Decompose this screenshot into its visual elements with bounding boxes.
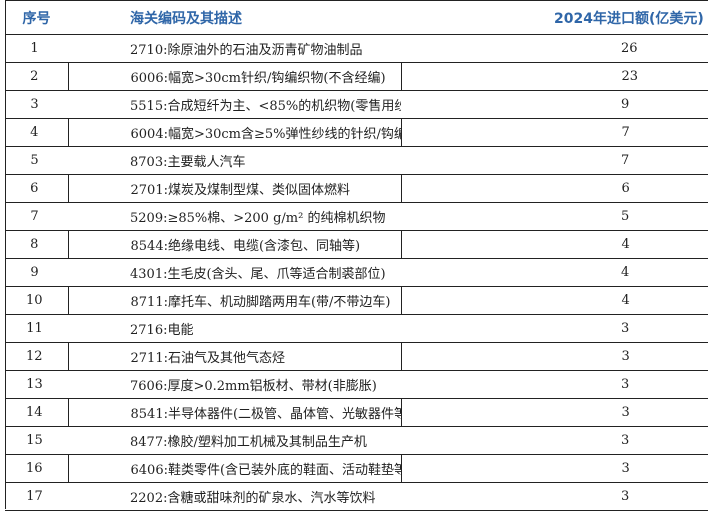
table-row: 7 5209:≥85%棉、>200 g/m² 的纯棉机织物 5 bbox=[5, 202, 708, 231]
row-serial-number: 2 bbox=[5, 62, 68, 91]
table-row: 15 8477:橡胶/塑料加工机械及其制品生产机 3 bbox=[5, 426, 708, 455]
row-serial-number: 6 bbox=[5, 174, 68, 203]
table-row: 10 8711:摩托车、机动脚踏两用车(带/不带边车) 4 bbox=[5, 286, 708, 315]
row-serial-number: 15 bbox=[5, 426, 68, 455]
row-import-value: 4 bbox=[401, 258, 708, 287]
table-row: 9 4301:生毛皮(含头、尾、爪等适合制裘部位) 4 bbox=[5, 258, 708, 287]
row-serial-number: 7 bbox=[5, 202, 68, 231]
row-serial-number: 16 bbox=[5, 454, 68, 483]
header-serial-number: 序号 bbox=[5, 0, 68, 35]
row-import-value: 3 bbox=[401, 426, 708, 455]
table-row: 5 8703:主要载人汽车 7 bbox=[5, 146, 708, 175]
row-import-value: 9 bbox=[401, 90, 708, 119]
header-hs-code-description: 海关编码及其描述 bbox=[68, 0, 401, 35]
header-import-value: 2024年进口额(亿美元) bbox=[401, 0, 708, 35]
row-description: 7606:厚度>0.2mm铝板材、带材(非膨胀) bbox=[68, 370, 401, 399]
row-import-value: 5 bbox=[401, 202, 708, 231]
row-description: 5209:≥85%棉、>200 g/m² 的纯棉机织物 bbox=[68, 202, 401, 231]
table-row: 17 2202:含糖或甜味剂的矿泉水、汽水等饮料 3 bbox=[5, 482, 708, 511]
row-import-value: 3 bbox=[401, 370, 708, 399]
table-row: 16 6406:鞋类零件(含已装外底的鞋面、活动鞋垫等) 3 bbox=[5, 454, 708, 483]
row-description: 8541:半导体器件(二极管、晶体管、光敏器件等) bbox=[67, 398, 402, 427]
row-serial-number: 8 bbox=[5, 230, 68, 259]
table-row: 12 2711:石油气及其他气态烃 3 bbox=[5, 342, 708, 371]
row-serial-number: 11 bbox=[5, 314, 68, 343]
table-row: 2 6006:幅宽>30cm针织/钩编织物(不含经编) 23 bbox=[5, 62, 708, 91]
row-serial-number: 3 bbox=[5, 90, 68, 119]
row-import-value: 4 bbox=[401, 286, 708, 315]
row-description: 6004:幅宽>30cm含≥5%弹性纱线的针织/钩编织物 bbox=[67, 118, 402, 147]
table-row: 14 8541:半导体器件(二极管、晶体管、光敏器件等) 3 bbox=[5, 398, 708, 427]
table-row: 6 2701:煤炭及煤制型煤、类似固体燃料 6 bbox=[5, 174, 708, 203]
row-import-value: 23 bbox=[401, 62, 708, 91]
row-description: 8544:绝缘电线、电缆(含漆包、同轴等) bbox=[67, 230, 402, 259]
row-serial-number: 1 bbox=[5, 34, 68, 63]
row-description: 6006:幅宽>30cm针织/钩编织物(不含经编) bbox=[67, 62, 402, 91]
table-row: 1 2710:除原油外的石油及沥青矿物油制品 26 bbox=[5, 34, 708, 63]
row-description: 2716:电能 bbox=[68, 314, 401, 343]
row-import-value: 3 bbox=[401, 342, 708, 371]
row-import-value: 6 bbox=[401, 174, 708, 203]
row-description: 4301:生毛皮(含头、尾、爪等适合制裘部位) bbox=[68, 258, 401, 287]
row-serial-number: 13 bbox=[5, 370, 68, 399]
table-header-row: 序号 海关编码及其描述 2024年进口额(亿美元) bbox=[5, 0, 708, 35]
row-serial-number: 5 bbox=[5, 146, 68, 175]
row-import-value: 7 bbox=[401, 146, 708, 175]
row-serial-number: 17 bbox=[5, 482, 68, 511]
row-serial-number: 4 bbox=[5, 118, 68, 147]
row-description: 2710:除原油外的石油及沥青矿物油制品 bbox=[68, 34, 401, 63]
row-import-value: 3 bbox=[401, 482, 708, 511]
import-table: 序号 海关编码及其描述 2024年进口额(亿美元) 1 2710:除原油外的石油及… bbox=[5, 0, 708, 511]
table-row: 11 2716:电能 3 bbox=[5, 314, 708, 343]
row-description: 2202:含糖或甜味剂的矿泉水、汽水等饮料 bbox=[68, 482, 401, 511]
row-import-value: 3 bbox=[401, 314, 708, 343]
row-serial-number: 9 bbox=[5, 258, 68, 287]
row-description: 2711:石油气及其他气态烃 bbox=[67, 342, 402, 371]
row-description: 2701:煤炭及煤制型煤、类似固体燃料 bbox=[67, 174, 402, 203]
row-import-value: 3 bbox=[401, 398, 708, 427]
row-import-value: 7 bbox=[401, 118, 708, 147]
row-serial-number: 10 bbox=[5, 286, 68, 315]
table-row: 8 8544:绝缘电线、电缆(含漆包、同轴等) 4 bbox=[5, 230, 708, 259]
table-row: 13 7606:厚度>0.2mm铝板材、带材(非膨胀) 3 bbox=[5, 370, 708, 399]
row-description: 8711:摩托车、机动脚踏两用车(带/不带边车) bbox=[67, 286, 402, 315]
row-import-value: 3 bbox=[401, 454, 708, 483]
row-import-value: 26 bbox=[401, 34, 708, 63]
row-description: 5515:合成短纤为主、<85%的机织物(零售用纱除外) bbox=[68, 90, 401, 119]
row-description: 8477:橡胶/塑料加工机械及其制品生产机 bbox=[68, 426, 401, 455]
row-serial-number: 12 bbox=[5, 342, 68, 371]
row-import-value: 4 bbox=[401, 230, 708, 259]
row-description: 6406:鞋类零件(含已装外底的鞋面、活动鞋垫等) bbox=[67, 454, 402, 483]
row-serial-number: 14 bbox=[5, 398, 68, 427]
row-description: 8703:主要载人汽车 bbox=[68, 146, 401, 175]
